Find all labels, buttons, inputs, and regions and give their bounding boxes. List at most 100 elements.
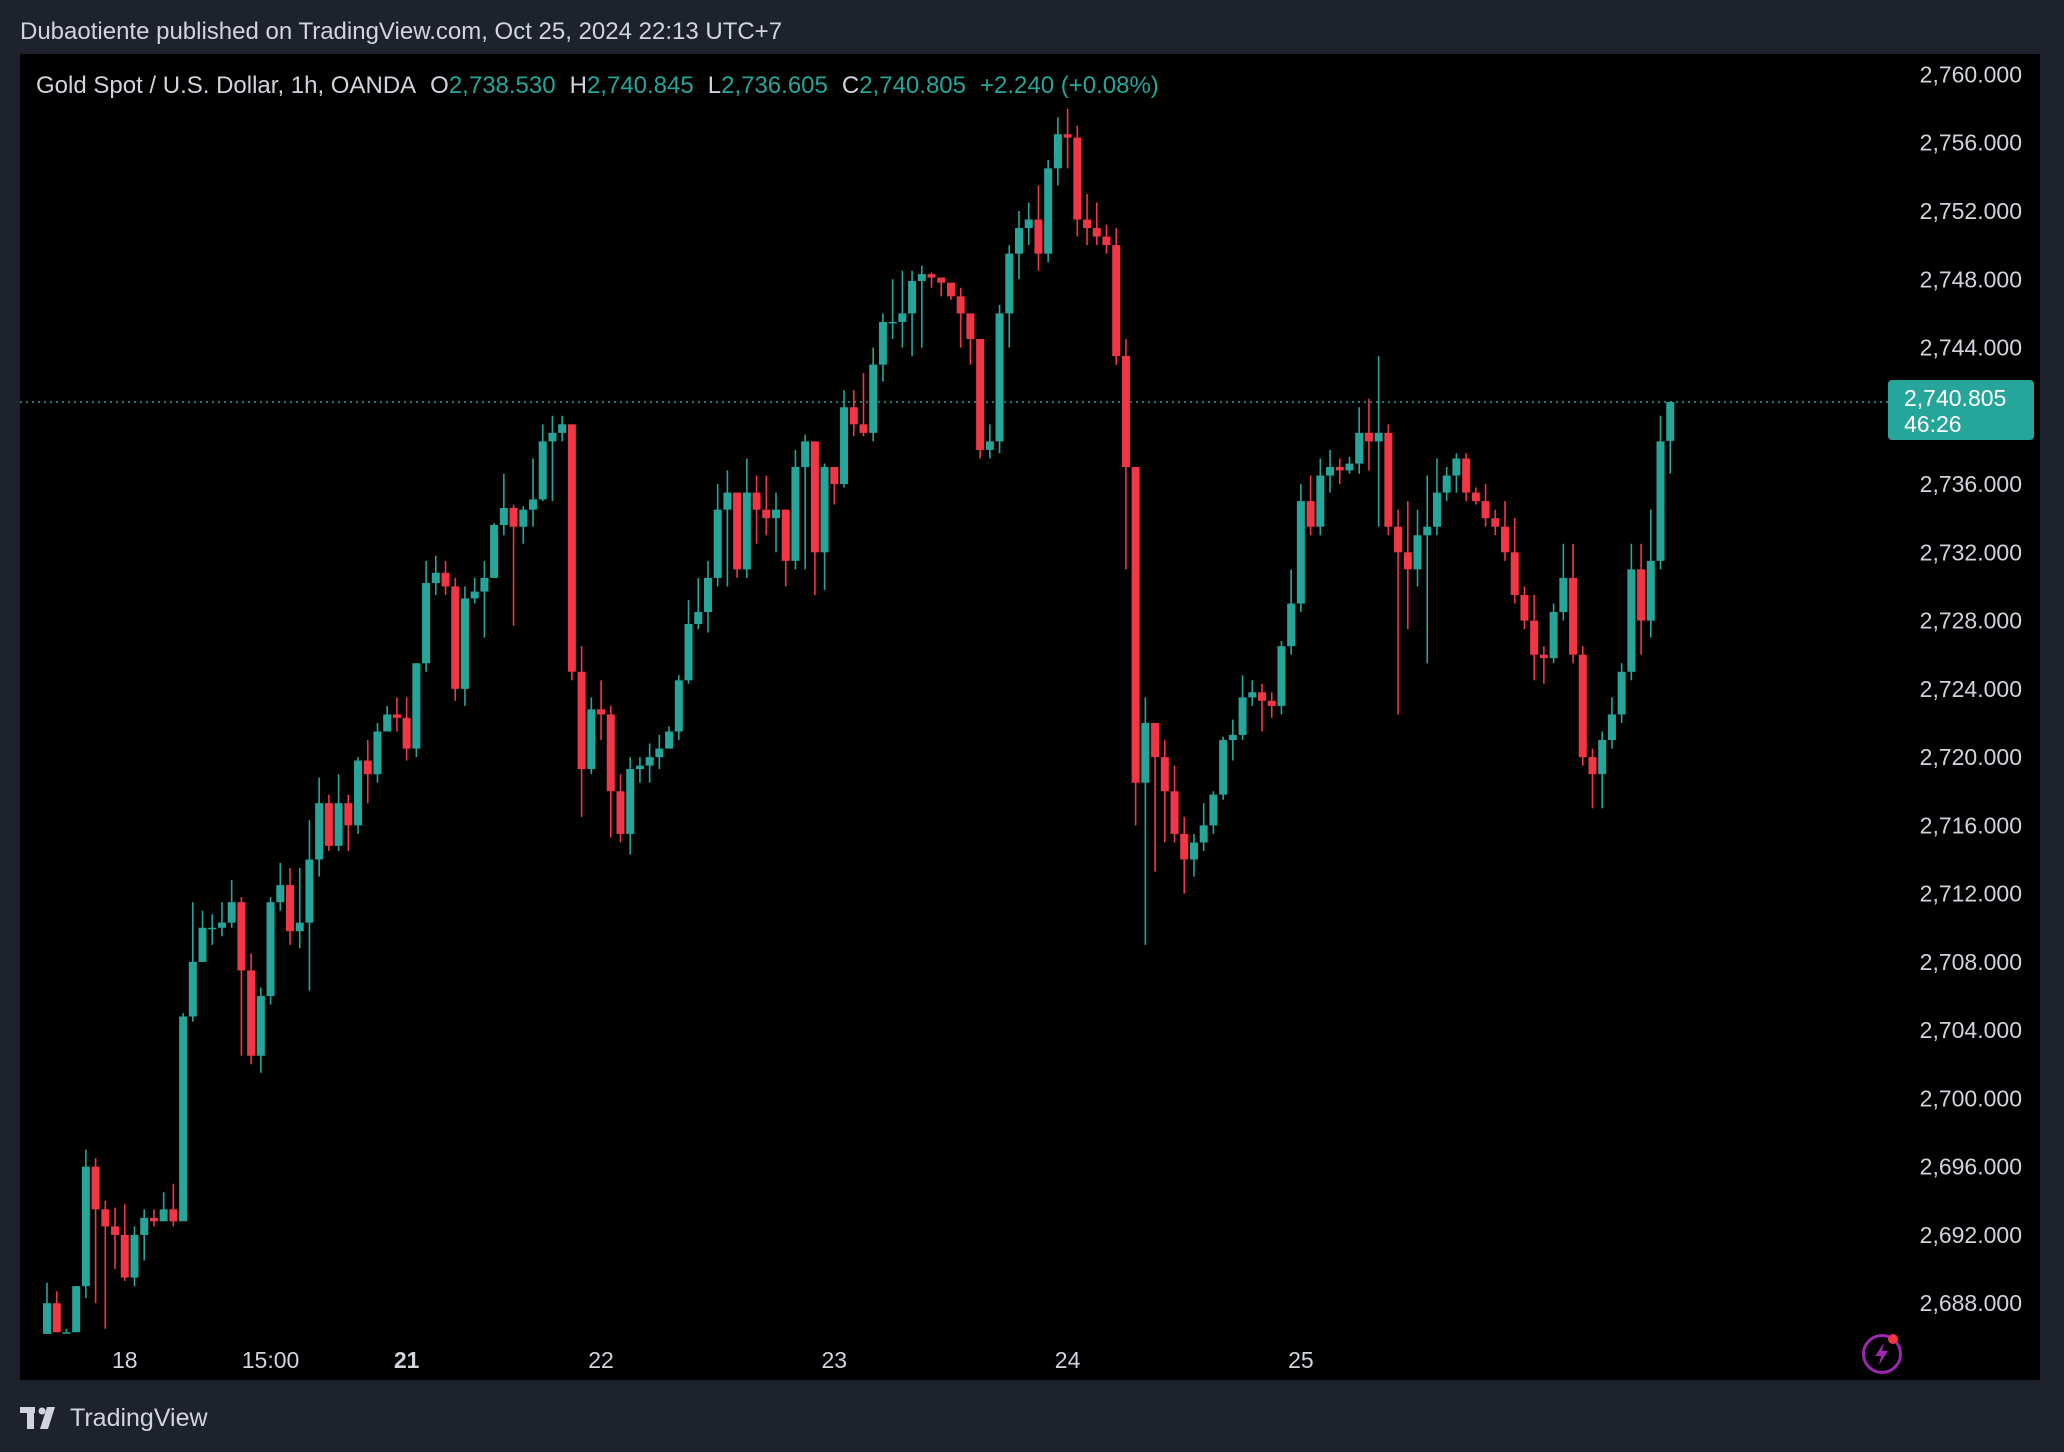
candle xyxy=(140,1209,149,1261)
candle-body xyxy=(227,902,236,923)
candle xyxy=(1219,736,1228,800)
candle xyxy=(946,282,955,300)
candle xyxy=(149,1209,158,1227)
candle-body xyxy=(684,623,693,681)
candle-body xyxy=(1306,501,1315,527)
candle-body xyxy=(1228,734,1237,741)
candle-body xyxy=(149,1217,158,1222)
candle-body xyxy=(1549,612,1558,659)
candle xyxy=(1209,791,1218,834)
candle xyxy=(1510,518,1519,604)
candle xyxy=(1053,117,1062,186)
candle-body xyxy=(81,1166,90,1287)
candle-body xyxy=(1092,228,1101,237)
candle-body xyxy=(402,717,411,749)
candle-body xyxy=(1345,463,1354,471)
candlestick-chart[interactable]: 2,760.000 2,756.000 2,752.000 2,748.000 2,74… xyxy=(20,54,2040,1380)
candle xyxy=(1131,466,1140,826)
bar-countdown: 46:26 xyxy=(1904,411,1962,438)
price-axis[interactable]: 2,760.000 2,756.000 2,752.000 2,748.000 2,74… xyxy=(1920,61,2022,1316)
candle-body xyxy=(801,441,810,467)
candle xyxy=(363,740,372,804)
candle xyxy=(266,897,275,1005)
candle-body xyxy=(120,1234,129,1278)
candle xyxy=(62,1328,71,1334)
candle-body xyxy=(179,1016,188,1222)
candle xyxy=(587,697,596,775)
candle-body xyxy=(480,577,489,592)
candle-body xyxy=(791,466,800,561)
candle xyxy=(791,449,800,570)
candle-body xyxy=(52,1303,61,1333)
candle xyxy=(908,270,917,357)
candle-body xyxy=(567,424,576,672)
candle xyxy=(1520,586,1529,630)
candle-body xyxy=(431,572,440,584)
candle-body xyxy=(1481,501,1490,519)
price-tick-label: 2,724.000 xyxy=(1920,676,2022,702)
candle xyxy=(402,697,411,761)
symbol-title[interactable]: Gold Spot / U.S. Dollar, 1h, OANDA xyxy=(36,72,417,99)
candle-body xyxy=(324,803,333,846)
candle xyxy=(1015,211,1023,280)
candle xyxy=(81,1149,90,1299)
candle xyxy=(976,338,985,459)
candle-body xyxy=(266,902,275,997)
candle-body xyxy=(1588,757,1597,775)
candle-body xyxy=(1335,466,1344,471)
candle-body xyxy=(587,709,596,770)
candle xyxy=(723,470,732,587)
candle xyxy=(1112,228,1121,365)
candle-body xyxy=(72,1286,81,1333)
candle-body xyxy=(1277,646,1286,706)
chart-panel[interactable]: 2,760.000 2,756.000 2,752.000 2,748.000 2,74… xyxy=(20,54,2040,1380)
candle-body xyxy=(1539,654,1548,659)
candle-body xyxy=(1355,432,1364,464)
footer-logo[interactable]: TradingView xyxy=(20,1400,208,1436)
candle-body xyxy=(1471,492,1480,502)
candle xyxy=(188,902,197,1022)
candle xyxy=(1189,833,1198,877)
candle-body xyxy=(655,748,664,758)
candle-body xyxy=(1501,526,1509,553)
candle xyxy=(1296,484,1305,613)
alert-lightning-icon[interactable] xyxy=(1862,1334,1902,1374)
candle xyxy=(801,434,810,570)
candle xyxy=(1121,338,1130,570)
price-tick-label: 2,692.000 xyxy=(1920,1222,2022,1248)
candle xyxy=(606,705,615,838)
candle-body xyxy=(1296,501,1305,604)
candle xyxy=(956,287,965,348)
candle xyxy=(567,424,576,681)
tradingview-logo-icon xyxy=(20,1407,55,1429)
time-axis[interactable]: 18 15:00 21 22 23 24 25 xyxy=(112,1347,1314,1373)
candle-body xyxy=(606,714,615,792)
candle-body xyxy=(635,765,644,770)
candle-body xyxy=(548,432,557,442)
candle-body xyxy=(1364,432,1373,442)
price-tick-label: 2,748.000 xyxy=(1920,266,2022,292)
candle xyxy=(1423,475,1432,664)
candle-body xyxy=(752,492,761,510)
price-tick-label: 2,696.000 xyxy=(1920,1154,2022,1180)
candle xyxy=(441,560,450,595)
candle-body xyxy=(1530,620,1539,655)
candle-body xyxy=(1442,475,1451,493)
candle xyxy=(548,415,557,502)
candle xyxy=(577,646,586,817)
candle xyxy=(1530,594,1539,681)
candle xyxy=(1180,816,1189,894)
candle-body xyxy=(412,663,421,749)
candle-body xyxy=(1112,245,1121,357)
price-tick-label: 2,712.000 xyxy=(1920,881,2022,907)
candle xyxy=(1394,509,1403,715)
candle-body xyxy=(1510,552,1519,595)
candle xyxy=(1569,543,1578,664)
open-label: O xyxy=(430,72,449,99)
candle-body xyxy=(1316,475,1325,527)
candle xyxy=(1666,401,1675,474)
candle-body xyxy=(645,757,654,766)
candle-body xyxy=(694,612,703,624)
candle xyxy=(305,820,314,991)
candle-body xyxy=(499,507,508,526)
